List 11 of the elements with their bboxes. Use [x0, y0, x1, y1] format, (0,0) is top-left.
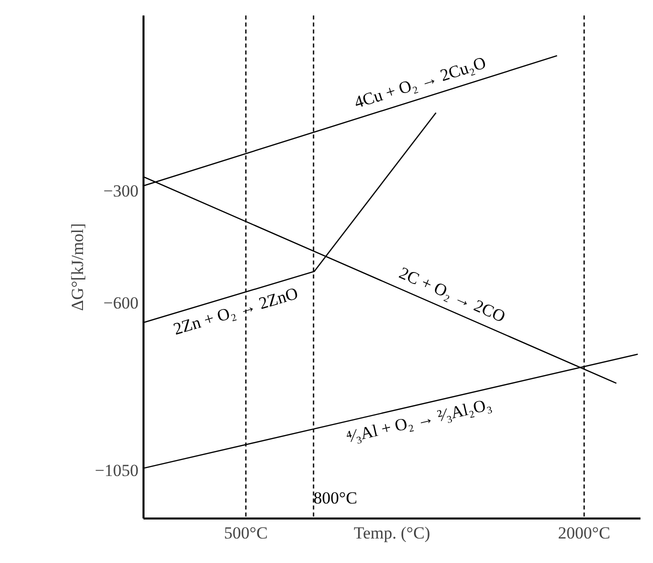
y-tick-label: −300 [103, 182, 139, 201]
x-axis-title: Temp. (°C) [354, 524, 430, 542]
annotation: 2C + O₂ → 2CO [396, 263, 508, 326]
annotation: ⁴⁄₃Al + O₂ → ²⁄₃Al₂O₃ [344, 394, 494, 447]
annotation: 800°C [314, 488, 358, 508]
y-tick-label: −1050 [94, 461, 139, 480]
x-tick-label: 500°C [224, 524, 268, 542]
y-tick-label: −600 [103, 293, 139, 312]
annotation: 4Cu + O₂ → 2Cu₂O [352, 53, 488, 112]
x-tick-label: 2000°C [558, 524, 610, 542]
y-axis-title: ΔG°[kJ/mol] [68, 223, 87, 311]
